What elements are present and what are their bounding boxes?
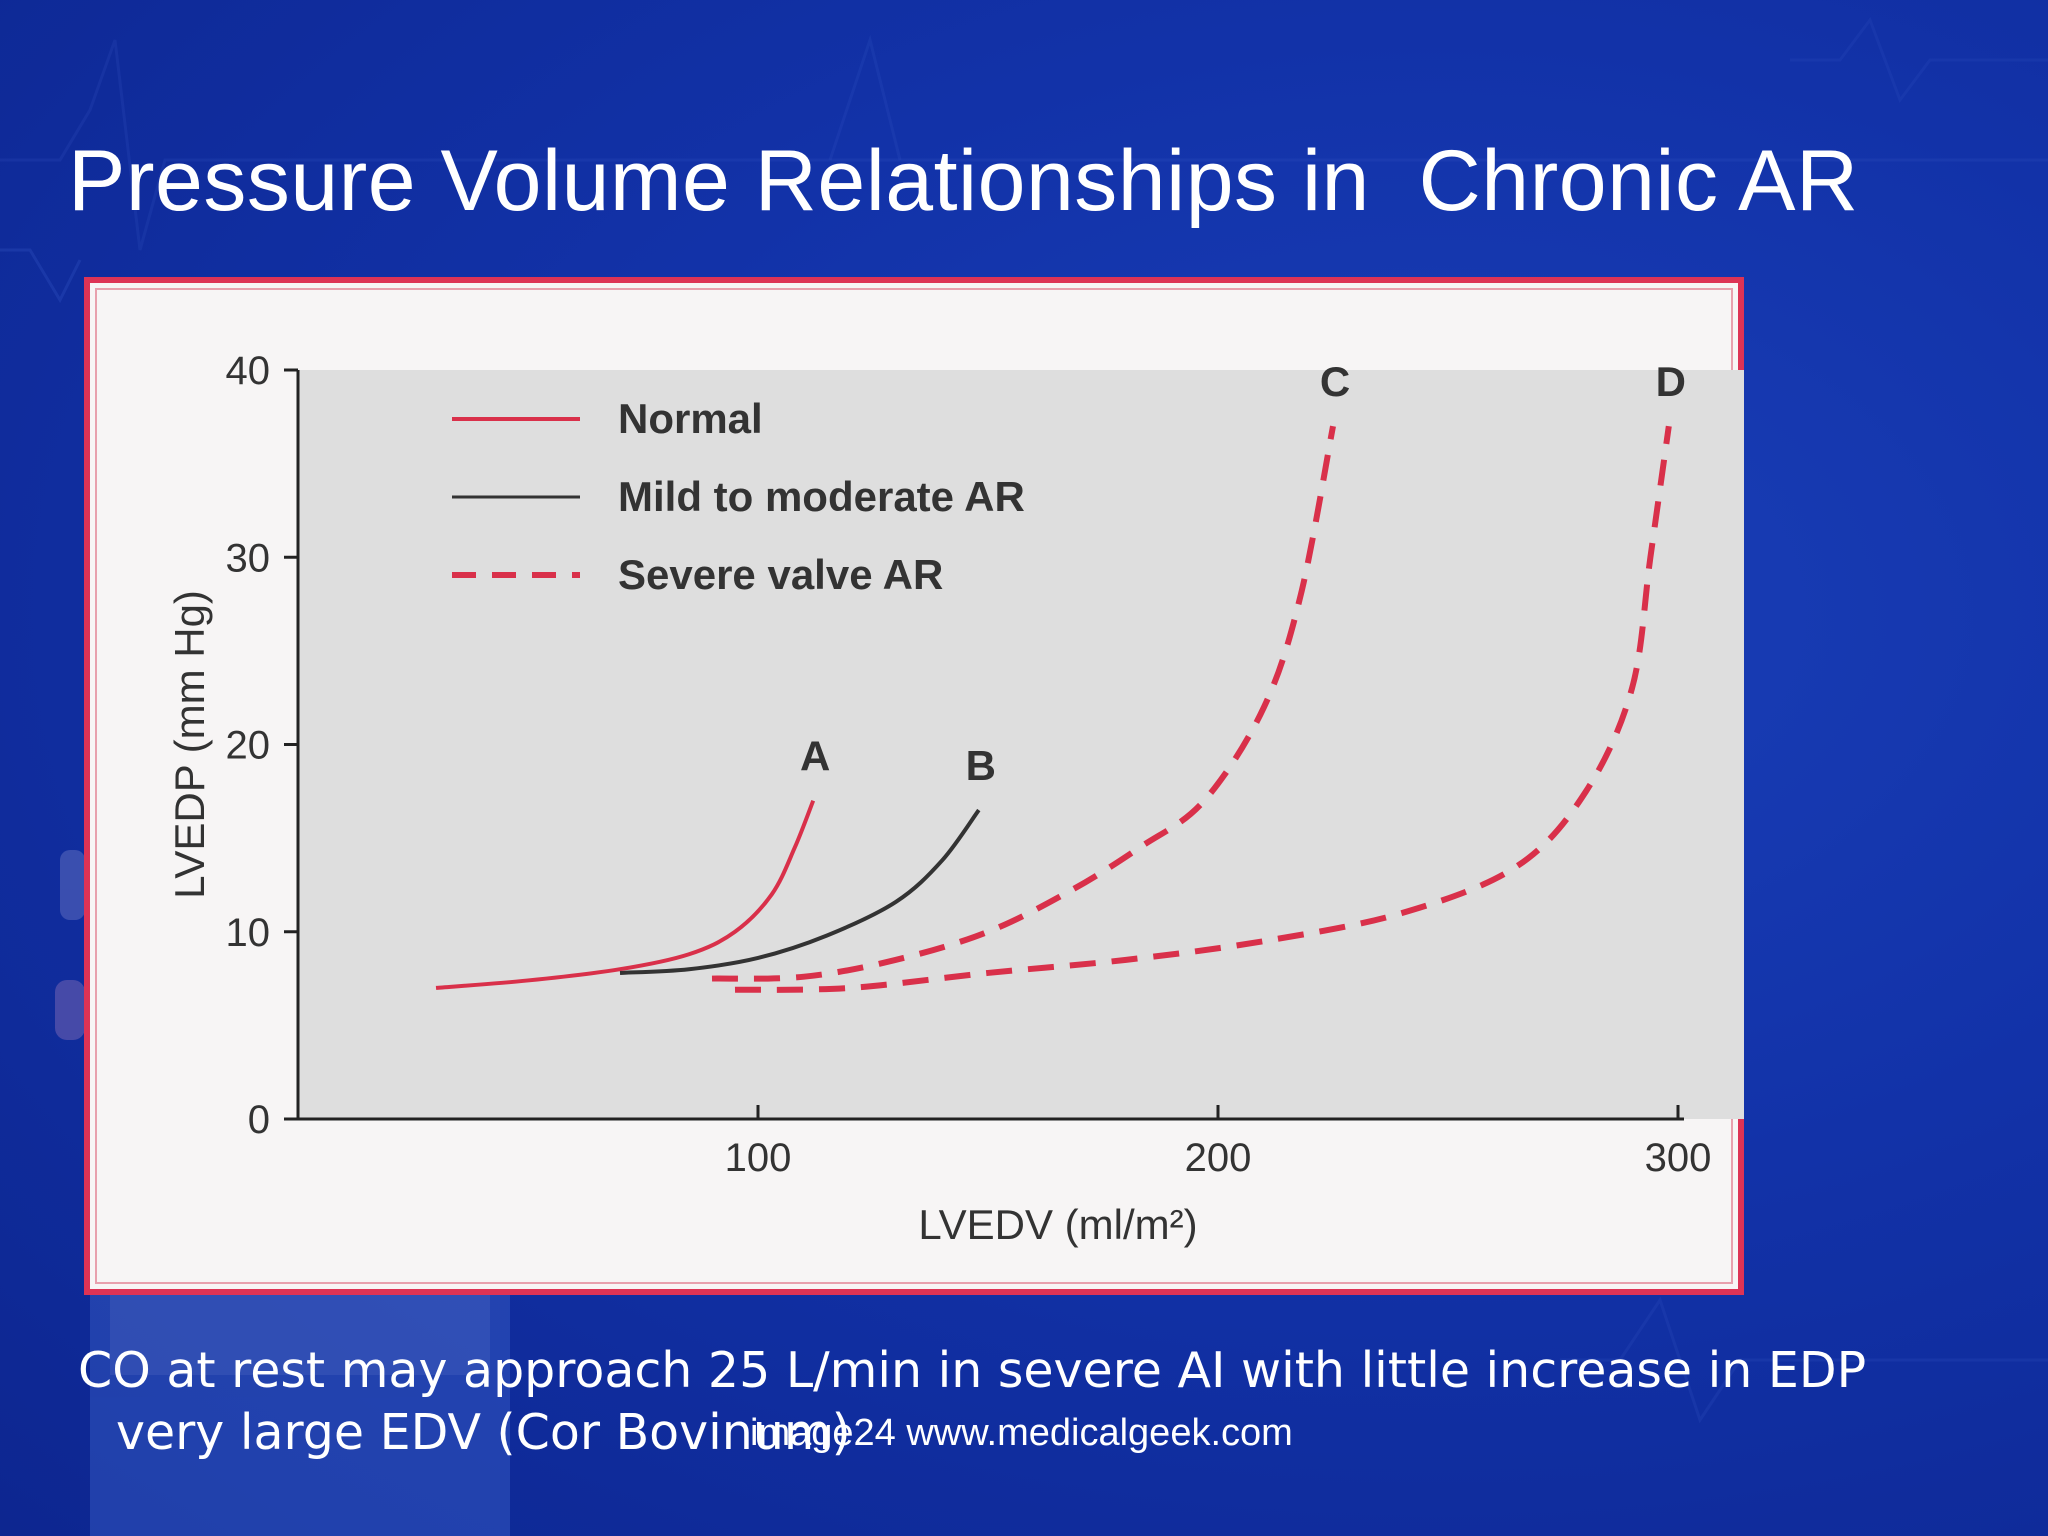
slide-title: Pressure Volume Relationships in Chronic… [68,133,1859,229]
y-tick-label: 0 [248,1098,270,1142]
x-tick-label: 200 [1185,1136,1252,1180]
series-line-d [734,425,1672,993]
figure-frame: 0 10 20 30 40 100 200 300 LVEDV (ml/m²) LVEDP (mm… [84,277,1744,1295]
x-tick-label: 100 [725,1136,792,1180]
curve-label-d: D [1656,358,1686,405]
curve-label-c: C [1320,358,1350,405]
curve-label-a: A [800,733,830,780]
plot-area [298,370,1744,1119]
caption-line-1: CO at rest may approach 25 L/min in seve… [78,1342,1867,1399]
series-line-a [435,799,816,990]
series-line-c [711,425,1336,982]
legend-label: Mild to moderate AR [618,473,1025,520]
series-line-b [619,808,981,975]
series-layer: A B C D [435,358,1686,993]
legend: Normal Mild to moderate AR Severe valve AR [452,395,1025,598]
axes: 0 10 20 30 40 100 200 300 LVEDV (ml/m²) LVEDP (mm… [166,349,1711,1248]
x-tick-label: 300 [1645,1136,1712,1180]
pv-chart: 0 10 20 30 40 100 200 300 LVEDV (ml/m²) LVEDP (mm… [84,277,1744,1295]
y-axis-title: LVEDP (mm Hg) [166,590,213,899]
y-tick-label: 20 [226,724,271,768]
caption: CO at rest may approach 25 L/min in seve… [78,1340,2018,1464]
curve-label-b: B [966,742,996,789]
legend-label: Normal [618,395,763,442]
caption-line-2: very large EDV (Cor Bovinum) [116,1404,851,1461]
y-tick-label: 30 [226,536,271,580]
legend-label: Severe valve AR [618,551,943,598]
watermark: image24 www.medicalgeek.com [750,1412,1293,1454]
y-tick-label: 40 [226,349,271,393]
y-tick-label: 10 [226,911,271,955]
x-axis-title: LVEDV (ml/m²) [918,1201,1197,1248]
